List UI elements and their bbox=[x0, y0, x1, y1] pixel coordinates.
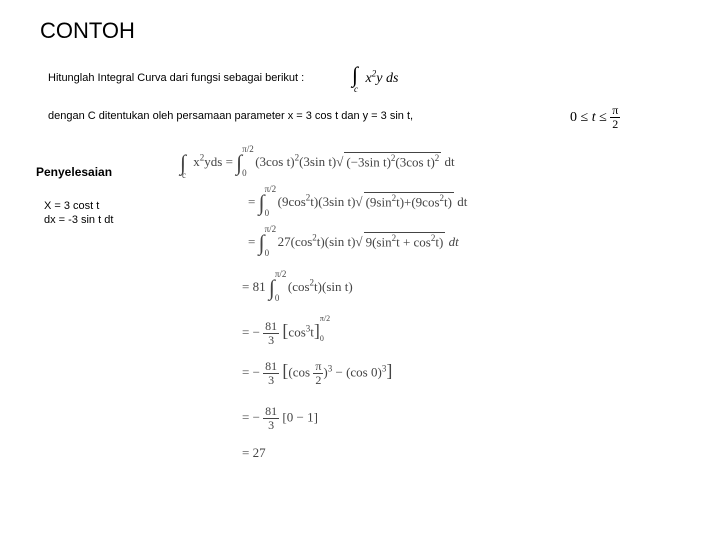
step7-suffix: [0 − 1] bbox=[282, 410, 318, 425]
step5-prefix: = − bbox=[242, 325, 260, 340]
math-step-5: = − 813 [cos3t] π/2 0 bbox=[242, 320, 320, 347]
x-equation: X = 3 cost t bbox=[44, 200, 99, 212]
solution-heading: Penyelesaian bbox=[36, 165, 112, 179]
step6-numerator: 81 bbox=[263, 360, 279, 374]
instruction-line-2: dengan C ditentukan oleh persamaan param… bbox=[48, 110, 413, 122]
page-title: CONTOH bbox=[40, 18, 135, 44]
dx-equation: dx = -3 sin t dt bbox=[44, 214, 113, 226]
math-step-3: = π/2 0 ∫ 27(cos2t)(sin t)√9(sin2t + cos… bbox=[248, 230, 459, 256]
math-step-1: ∫c x2yds = π/2 0 ∫ (3cos t)2(3sin t)√(−3… bbox=[180, 150, 455, 176]
step5-numerator: 81 bbox=[263, 320, 279, 334]
integral-expression: ∫c x2y ds bbox=[352, 62, 398, 88]
step6-denominator: 3 bbox=[263, 374, 279, 387]
math-step-8: = 27 bbox=[242, 445, 266, 461]
math-step-2: = π/2 0 ∫ (9cos2t)(3sin t)√(9sin2t)+(9co… bbox=[248, 190, 467, 216]
step7-denominator: 3 bbox=[263, 419, 279, 432]
integral-subscript: c bbox=[354, 84, 358, 94]
math-step-4: = 81 π/2 0 ∫ (cos2t)(sin t) bbox=[242, 275, 353, 301]
step7-prefix: = − bbox=[242, 410, 260, 425]
step5-denominator: 3 bbox=[263, 334, 279, 347]
step6-prefix: = − bbox=[242, 365, 260, 380]
math-step-6: = − 813 [(cos π2)3 − (cos 0)3] bbox=[242, 360, 392, 387]
instruction-line-1: Hitunglah Integral Curva dari fungsi seb… bbox=[48, 72, 304, 84]
math-step-7: = − 813 [0 − 1] bbox=[242, 405, 318, 432]
parameter-range: 0 ≤ t ≤ π2 bbox=[570, 104, 620, 131]
step7-numerator: 81 bbox=[263, 405, 279, 419]
